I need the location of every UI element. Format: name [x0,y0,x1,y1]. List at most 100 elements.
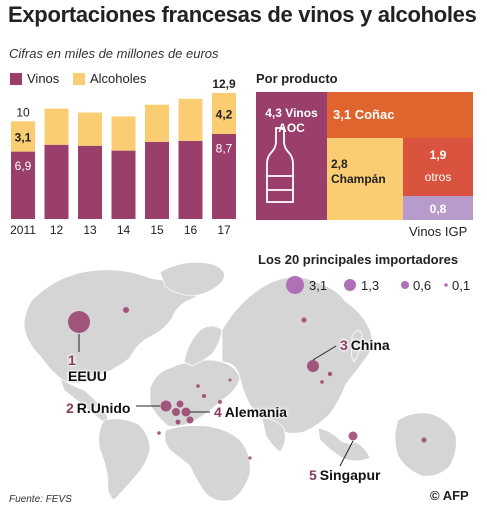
land-central-america [59,377,108,425]
country-label-eeuu: 1 EEUU [68,352,107,384]
bubble-rusia [218,400,222,404]
country-name-runido: R.Unido [76,400,131,416]
treemap-text-vinos-aoc: Vinos AOC [278,106,318,135]
size-legend-label-4: 0,1 [452,278,471,293]
bar-vinos-16 [178,140,203,219]
size-legend-label-3: 0,6 [413,278,432,293]
country-rank-eeuu: 1 [68,352,76,368]
treemap-label-conac: 3,1 Coñac [333,107,394,122]
map-title: Los 20 principales importadores [258,252,459,267]
bubble-emiratos [248,456,252,460]
x-tick-label-12: 12 [50,223,64,237]
data-label-alcoholes-first: 3,1 [15,130,32,144]
country-rank-runido: 2 [66,400,74,416]
bubble-dinamarca [202,394,206,398]
land-north-america [23,269,223,384]
size-legend-circle-2 [344,279,356,291]
land-scandinavia [183,325,223,367]
legend-label-alcoholes: Alcoholes [90,71,147,86]
x-tick-label-15: 15 [150,223,164,237]
land-india [261,417,286,453]
legend-alcoholes: Alcoholes [73,71,146,86]
land-asia [221,276,373,434]
treemap-value-vinos-aoc: 4,3 [265,106,282,120]
size-legend-circle-3 [401,281,409,289]
land-south-america [98,418,151,501]
treemap-label-igp: 0,8 [403,202,473,217]
bubble-polonia [228,378,232,382]
bubble-runido [160,400,172,412]
country-rank-singapur: 5 [309,467,317,483]
bubble-australia [421,437,427,443]
x-tick-label-16: 16 [184,223,198,237]
country-name-china: China [350,337,390,353]
bar-vinos-17 [212,134,236,219]
x-tick-label-17: 17 [217,223,231,237]
bar-vinos-14 [111,150,136,219]
bubble-belgica [172,408,180,416]
x-tick-label-2011: 2011 [10,223,36,237]
x-tick-label-14: 14 [117,223,131,237]
size-legend-circle-1 [286,276,304,294]
x-tick-label-13: 13 [83,223,97,237]
treemap-text-conac: Coñac [354,107,395,122]
legend-swatch-vinos [10,72,22,85]
bubble-canada [123,307,129,313]
bar-alcoholes-14 [111,116,136,151]
treemap-cell-champan [327,138,403,220]
country-name-alemania: Alemania [224,404,288,420]
land-greenland [159,261,225,297]
wine-bottle-icon [266,127,294,203]
bar-vinos-15 [145,141,169,219]
country-label-singapur: 5 Singapur [309,467,380,483]
bubble-corea [320,380,324,384]
data-label-vinos-last: 8,7 [216,142,233,156]
country-name-eeuu: EEUU [68,368,107,384]
country-rank-china: 3 [340,337,348,353]
bar-alcoholes-16 [178,98,203,141]
country-name-singapur: Singapur [319,467,381,483]
size-legend-label-1: 3,1 [309,278,328,293]
treemap-label-vinos-aoc: 4,3 Vinos AOC [256,106,327,136]
bubble-japon [327,371,333,377]
bubble-hong-kong [301,317,307,323]
bubble-suiza [186,416,194,424]
treemap-title: Por producto [256,71,338,86]
bubble-china [307,360,319,372]
country-label-alemania: 4 Alemania [214,404,287,420]
land-australia [394,412,457,477]
bar-alcoholes-17 [212,92,236,135]
treemap-igp-name: Vinos IGP [409,224,468,239]
bubble-eeuu [68,311,90,333]
treemap-cell-conac [327,92,473,138]
total-label-first: 10 [16,105,30,119]
size-legend-label-2: 1,3 [361,278,380,293]
bubble-singapur [348,431,358,441]
bar-alcoholes-15 [145,104,169,142]
legend-label-vinos: Vinos [27,71,60,86]
treemap-label-otros: 1,9 otros [403,148,473,185]
total-label-last: 12,9 [212,77,236,91]
treemap-value-champan: 2,8 [331,157,348,171]
chart-title: Exportaciones francesas de vinos y alcoh… [8,2,477,27]
legend-swatch-alcoholes [73,72,85,85]
bar-alcoholes-13 [78,112,102,146]
size-legend-circle-4 [444,283,448,287]
country-label-runido: 2 R.Unido [66,400,130,416]
data-label-vinos-first: 6,9 [15,159,32,173]
country-rank-alemania: 4 [214,404,222,420]
bubble-paises-bajos [176,400,184,408]
treemap-cell-igp [403,196,473,220]
data-label-alcoholes-last: 4,2 [216,107,233,121]
land-africa [164,425,251,502]
land-se-asia [317,427,371,462]
afp-logo: © AFP [430,488,469,503]
bar-vinos-2011 [11,151,35,219]
leader-china [312,345,337,361]
leader-singapur [339,440,354,467]
country-label-china: 3 China [340,337,390,353]
legend-vinos: Vinos [10,71,59,86]
